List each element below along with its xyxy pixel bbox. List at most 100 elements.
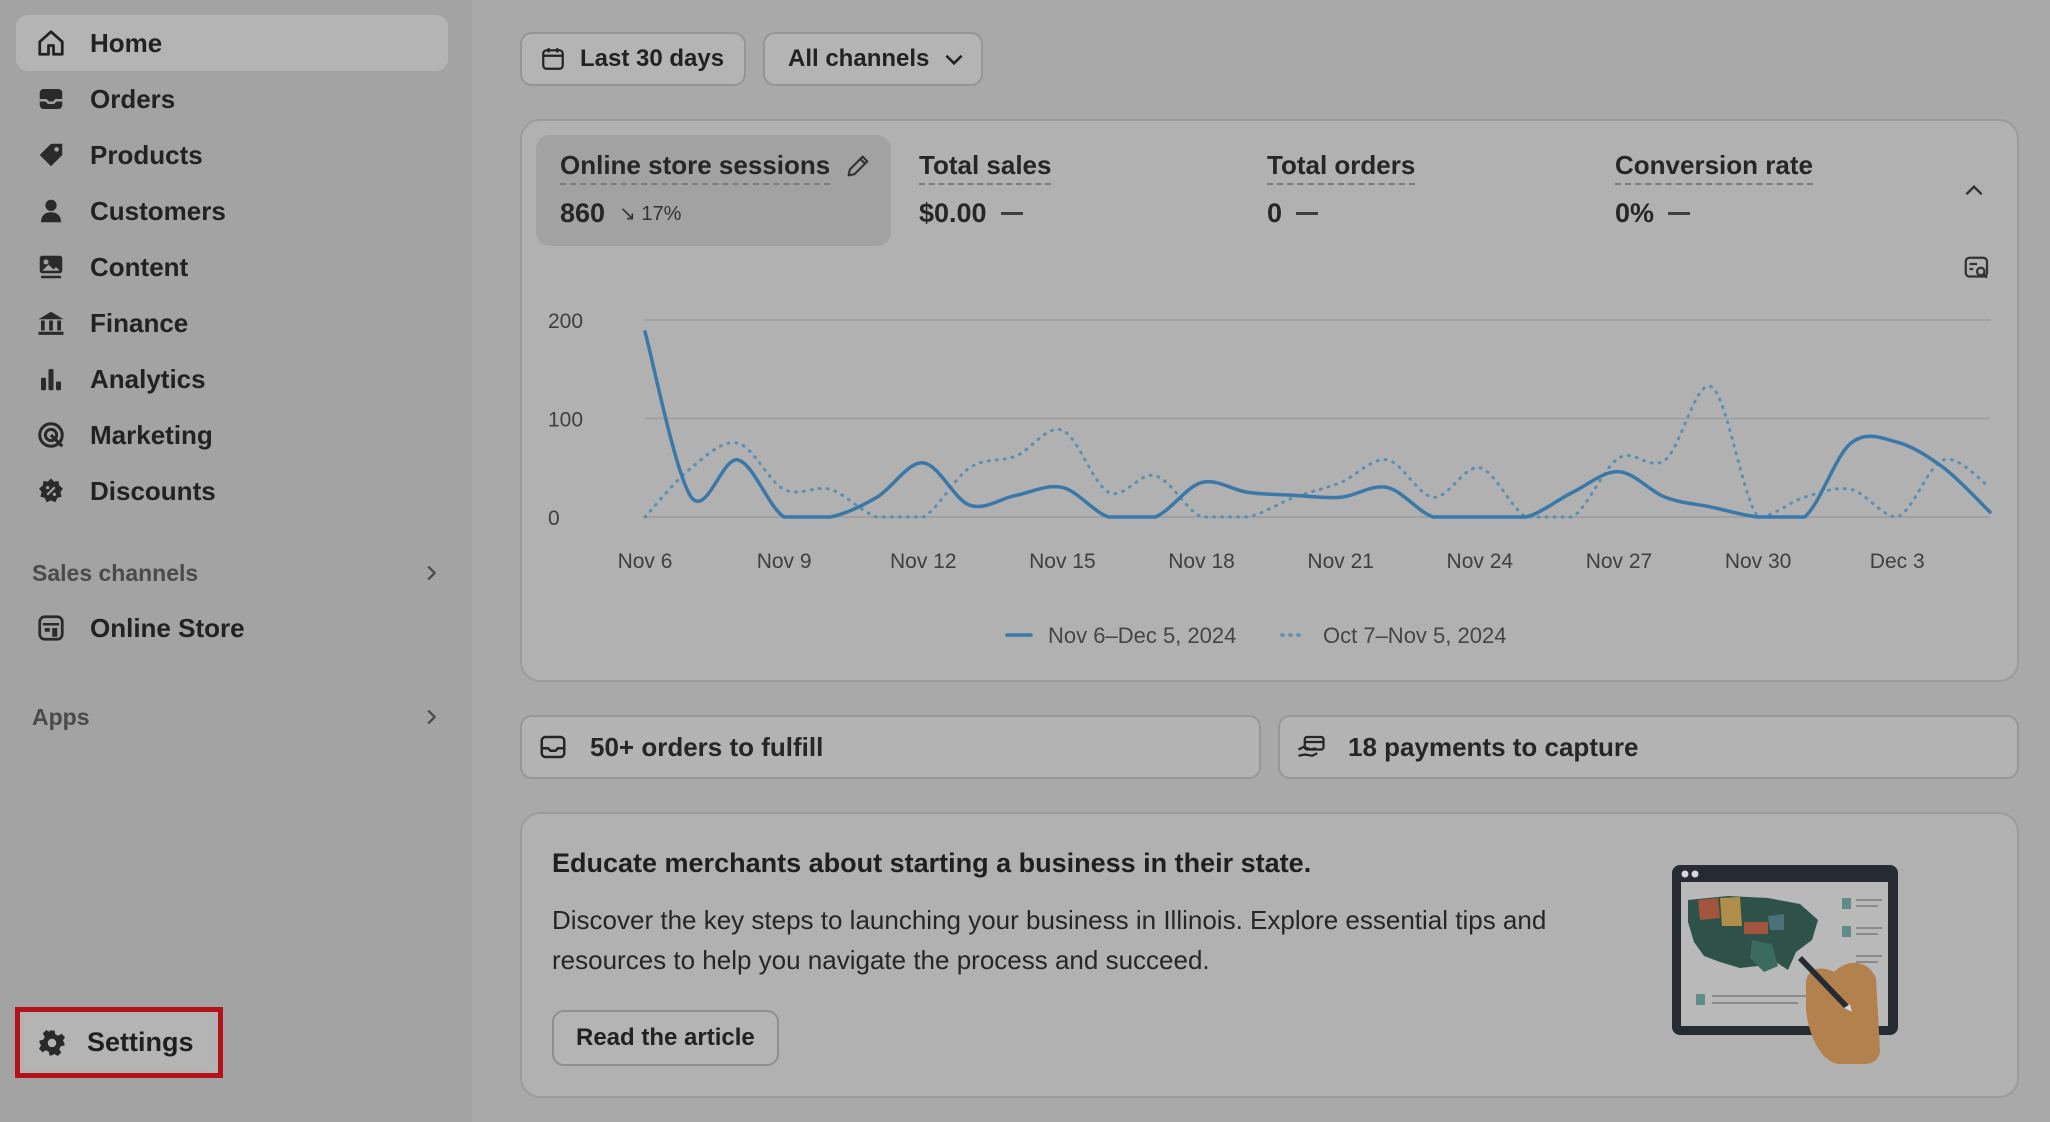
chart-series [643, 330, 1992, 519]
sidebar-item-label: Customers [90, 195, 226, 226]
conversion-value: 0% [1615, 198, 1655, 228]
conversion-label: Conversion rate [1615, 150, 1813, 185]
sidebar-item-label: Analytics [90, 363, 206, 394]
bank-icon [34, 306, 68, 340]
sidebar-item-home[interactable]: Home [16, 15, 448, 71]
x-tick-label: Nov 15 [1029, 550, 1096, 573]
no-change-dash [1000, 212, 1023, 215]
sales-channels-label: Sales channels [32, 559, 199, 586]
sessions-delta-value: 17% [641, 203, 682, 225]
image-icon [34, 250, 68, 284]
y-tick-label: 0 [548, 507, 560, 530]
total-sales-value: $0.00 [919, 198, 987, 228]
x-tick-label: Nov 24 [1447, 550, 1514, 573]
apps-label: Apps [32, 703, 90, 730]
apps-section[interactable]: Apps [32, 697, 442, 737]
sidebar-item-label: Orders [90, 83, 176, 114]
sessions-value-row: 860 ↘ 17% [560, 198, 681, 229]
x-tick-label: Nov 21 [1307, 550, 1374, 573]
sidebar-item-finance[interactable]: Finance [16, 295, 448, 351]
x-tick-label: Nov 27 [1586, 550, 1653, 573]
sidebar-item-label: Content [90, 251, 189, 282]
inbox-icon [34, 82, 68, 116]
legend-label: Oct 7–Nov 5, 2024 [1323, 623, 1506, 648]
orders-to-fulfill-button[interactable]: 50+ orders to fulfill [520, 715, 1261, 779]
person-icon [34, 194, 68, 228]
sidebar-item-products[interactable]: Products [16, 127, 448, 183]
article-body: Discover the key steps to launching your… [552, 905, 1547, 975]
total-sales-label: Total sales [919, 150, 1052, 185]
sessions-label: Online store sessions [560, 150, 831, 185]
us-map-illustration [1672, 865, 1898, 1064]
bar-chart-icon [34, 362, 68, 396]
tag-icon [34, 138, 68, 172]
article-title: Educate merchants about starting a busin… [552, 848, 1312, 878]
conversion-value-row: 0% [1615, 198, 1691, 229]
sidebar-item-marketing[interactable]: Marketing [16, 407, 448, 463]
x-tick-label: Nov 30 [1725, 550, 1792, 573]
sidebar-item-label: Discounts [90, 475, 216, 506]
sidebar-item-label: Online Store [90, 612, 245, 643]
y-axis: 0 100 200 [548, 310, 583, 530]
sidebar-item-label: Products [90, 139, 203, 170]
chevron-down-icon [945, 54, 963, 66]
channels-label: All channels [788, 45, 930, 72]
chevron-up-icon[interactable] [1961, 178, 1987, 204]
date-range-button[interactable]: Last 30 days [520, 32, 746, 86]
settings-label: Settings [87, 1027, 194, 1057]
read-article-button[interactable]: Read the article [552, 1010, 779, 1066]
date-range-label: Last 30 days [580, 45, 725, 72]
x-tick-label: Nov 12 [890, 550, 957, 573]
pencil-icon[interactable] [844, 152, 872, 180]
gear-icon [35, 1026, 69, 1060]
y-tick-label: 100 [548, 409, 583, 432]
sidebar-item-online-store[interactable]: Online Store [16, 600, 448, 656]
discount-badge-icon [34, 474, 68, 508]
sidebar-item-label: Home [90, 27, 163, 58]
card-hand-icon [1297, 735, 1325, 757]
sidebar: Home Orders Products Customers Content F… [0, 0, 472, 1122]
chevron-right-icon [427, 565, 437, 581]
inbox-icon [540, 735, 566, 759]
settings-button[interactable]: Settings [25, 1016, 211, 1069]
sidebar-item-orders[interactable]: Orders [16, 71, 448, 127]
total-orders-value-row: 0 [1267, 198, 1319, 229]
y-tick-label: 200 [548, 310, 583, 333]
chart-grid [645, 319, 1990, 518]
sales-channels-section[interactable]: Sales channels [32, 553, 442, 593]
payments-to-capture-label: 18 payments to capture [1348, 731, 1639, 762]
calendar-icon [540, 46, 566, 72]
x-tick-label: Nov 18 [1168, 550, 1235, 573]
current-period-line [643, 330, 1992, 519]
total-orders-value: 0 [1267, 198, 1283, 228]
sidebar-item-label: Finance [90, 307, 189, 338]
sidebar-item-analytics[interactable]: Analytics [16, 351, 448, 407]
no-change-dash [1668, 212, 1691, 215]
legend-label: Nov 6–Dec 5, 2024 [1048, 623, 1236, 648]
previous-period-line [643, 384, 1992, 519]
orders-to-fulfill-label: 50+ orders to fulfill [590, 731, 824, 762]
chart-search-icon[interactable] [1962, 254, 1992, 284]
x-axis: Nov 6 Nov 9 Nov 12 Nov 15 Nov 18 Nov 21 Nov 24… [618, 550, 1925, 573]
x-tick-label: Nov 9 [757, 550, 812, 573]
payments-to-capture-button[interactable]: 18 payments to capture [1278, 715, 2019, 779]
home-icon [34, 26, 68, 60]
sidebar-item-customers[interactable]: Customers [16, 183, 448, 239]
chart-legend: Nov 6–Dec 5, 2024 Oct 7–Nov 5, 2024 [1005, 623, 1506, 648]
x-tick-label: Nov 6 [618, 550, 673, 573]
total-orders-label: Total orders [1267, 150, 1416, 185]
chevron-right-icon [427, 709, 437, 725]
sidebar-item-content[interactable]: Content [16, 239, 448, 295]
x-tick-label: Dec 3 [1870, 550, 1925, 573]
channels-dropdown[interactable]: All channels [763, 32, 983, 86]
sidebar-item-discounts[interactable]: Discounts [16, 463, 448, 519]
target-icon [34, 418, 68, 452]
sidebar-item-label: Marketing [90, 419, 213, 450]
sessions-metric-tile[interactable] [536, 135, 891, 246]
total-sales-value-row: $0.00 [919, 198, 1023, 229]
settings-highlight: Settings [15, 1007, 223, 1078]
store-icon [34, 611, 68, 645]
arrow-down-right-icon: ↘ [619, 203, 636, 225]
sessions-delta: ↘ 17% [619, 201, 681, 226]
